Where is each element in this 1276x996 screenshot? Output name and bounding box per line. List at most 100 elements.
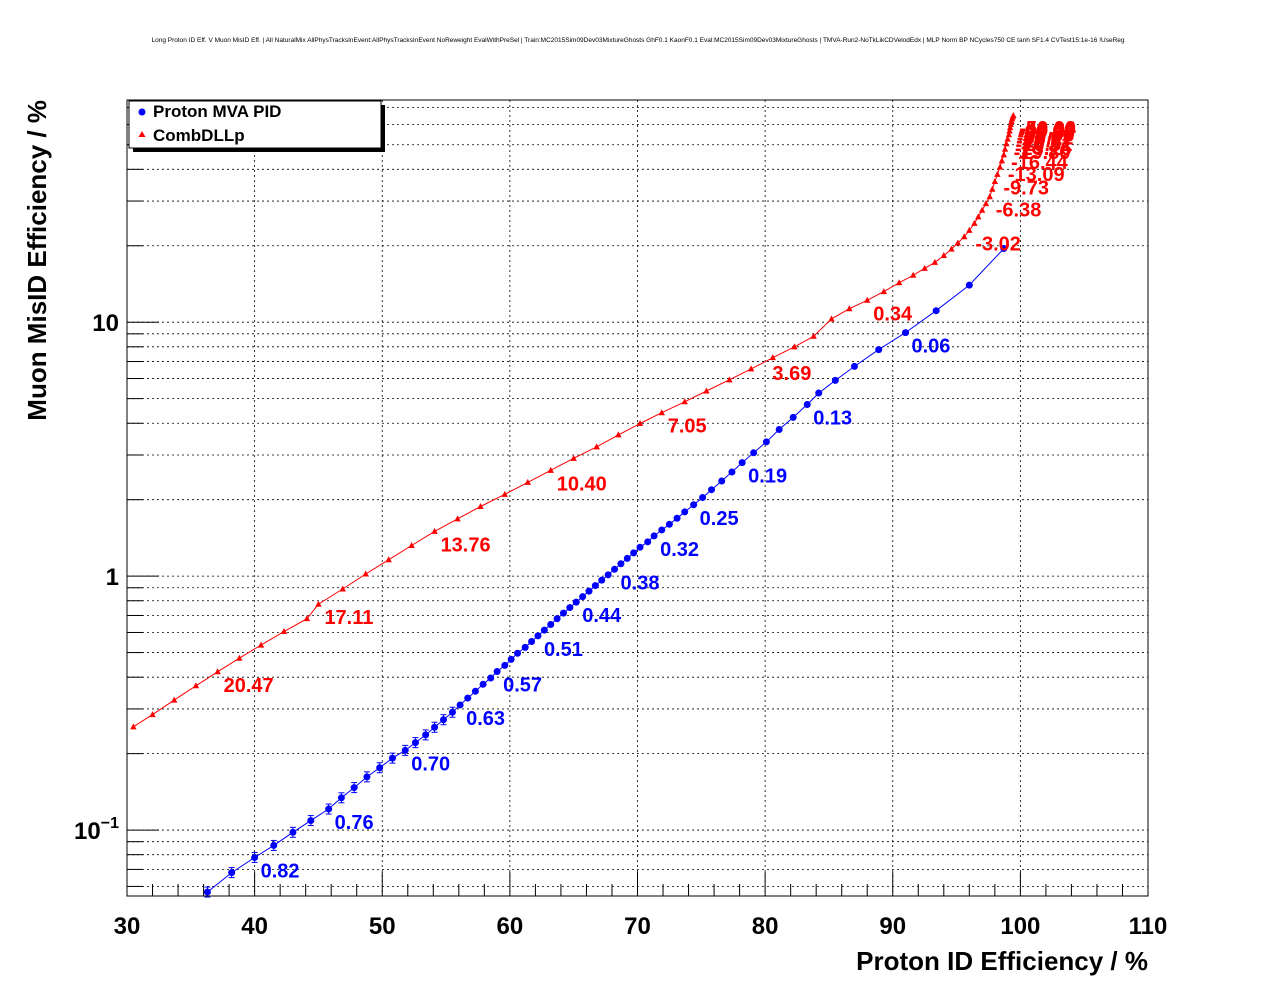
data-point-proton-mva-pid	[611, 565, 619, 573]
x-axis-title: Proton ID Efficiency / %	[856, 946, 1148, 976]
chart-title: Long Proton ID Eff. V Muon MisID Eff. | …	[151, 37, 1124, 44]
data-point-combdllp	[615, 431, 622, 438]
data-point-proton-mva-pid	[681, 508, 689, 516]
legend-marker-combdllp	[138, 131, 146, 137]
y-axis-title: Muon MisID Efficiency / %	[22, 100, 52, 421]
data-point-proton-mva-pid	[902, 329, 910, 337]
data-point-combdllp	[954, 239, 962, 246]
data-point-combdllp	[986, 193, 993, 200]
y-tick-label-base: 10	[74, 818, 101, 845]
data-point-proton-mva-pid	[448, 708, 456, 716]
data-point-proton-mva-pid	[203, 888, 211, 896]
threshold-label-proton-mva-pid: 0.44	[582, 605, 622, 627]
data-point-proton-mva-pid	[738, 459, 746, 467]
x-tick-label: 100	[1000, 913, 1040, 940]
threshold-label-combdllp: 17.11	[324, 607, 373, 629]
data-point-proton-mva-pid	[376, 764, 384, 772]
data-point-combdllp	[214, 668, 221, 675]
threshold-label-combdllp: -29.87	[1016, 131, 1073, 153]
x-tick-label: 60	[497, 913, 524, 940]
data-point-proton-mva-pid	[464, 694, 472, 702]
data-point-proton-mva-pid	[750, 449, 758, 457]
data-point-proton-mva-pid	[559, 609, 567, 617]
data-point-combdllp	[1006, 124, 1014, 131]
data-point-proton-mva-pid	[831, 376, 839, 384]
threshold-label-proton-mva-pid: 0.57	[503, 675, 542, 697]
data-point-combdllp	[921, 264, 928, 271]
series-layer	[130, 111, 1017, 898]
data-point-combdllp	[931, 258, 939, 265]
threshold-label-combdllp: -19.80	[1014, 142, 1071, 164]
threshold-label-combdllp: -33.22	[1017, 127, 1074, 149]
data-point-combdllp	[966, 226, 973, 233]
data-point-proton-mva-pid	[585, 587, 593, 595]
threshold-label-combdllp: -46.64	[1019, 118, 1077, 140]
grid	[127, 100, 1148, 896]
data-point-proton-mva-pid	[228, 869, 236, 877]
data-point-combdllp	[280, 628, 288, 635]
data-point-proton-mva-pid	[718, 477, 726, 485]
data-point-combdllp	[593, 443, 600, 450]
data-point-proton-mva-pid	[534, 632, 542, 640]
data-point-proton-mva-pid	[591, 582, 599, 590]
threshold-label-combdllp: -26.51	[1016, 134, 1073, 156]
data-point-combdllp	[1004, 135, 1011, 142]
data-point-proton-mva-pid	[803, 401, 811, 409]
data-point-combdllp	[989, 185, 996, 192]
data-point-combdllp	[547, 466, 554, 473]
data-point-proton-mva-pid	[401, 746, 409, 754]
threshold-label-proton-mva-pid: 0.82	[261, 860, 300, 882]
x-tick-label: 30	[114, 913, 141, 940]
y-tick-label: 1	[106, 564, 119, 591]
ticks	[126, 107, 1149, 896]
data-point-proton-mva-pid	[762, 438, 770, 446]
data-point-proton-mva-pid	[547, 620, 555, 628]
data-point-proton-mva-pid	[699, 494, 707, 502]
data-point-proton-mva-pid	[325, 805, 333, 813]
data-point-combdllp	[171, 696, 178, 703]
data-point-combdllp	[658, 409, 665, 416]
data-point-combdllp	[948, 245, 955, 252]
data-point-proton-mva-pid	[875, 346, 883, 354]
data-point-proton-mva-pid	[514, 649, 522, 657]
data-point-proton-mva-pid	[440, 716, 448, 724]
data-point-combdllp	[846, 305, 853, 312]
threshold-label-proton-mva-pid: 0.25	[700, 508, 739, 530]
threshold-label-combdllp: -3.02	[975, 233, 1021, 255]
y-tick-label-exponent: −1	[101, 815, 119, 832]
data-point-proton-mva-pid	[598, 576, 606, 584]
data-point-proton-mva-pid	[644, 538, 652, 546]
x-tick-label: 70	[624, 913, 651, 940]
data-point-proton-mva-pid	[630, 549, 638, 557]
data-point-combdllp	[940, 252, 947, 259]
data-point-combdllp	[810, 332, 817, 339]
data-point-proton-mva-pid	[1000, 245, 1008, 253]
data-point-combdllp	[362, 570, 369, 577]
data-point-proton-mva-pid	[528, 637, 536, 645]
data-point-combdllp	[791, 343, 798, 350]
data-point-combdllp	[257, 641, 265, 648]
data-point-proton-mva-pid	[604, 571, 612, 579]
data-point-combdllp	[828, 315, 835, 322]
data-point-proton-mva-pid	[579, 593, 587, 601]
threshold-label-proton-mva-pid: 0.19	[748, 466, 787, 488]
data-point-proton-mva-pid	[728, 468, 736, 476]
data-point-proton-mva-pid	[493, 668, 501, 676]
data-point-combdllp	[726, 376, 733, 383]
data-point-proton-mva-pid	[307, 817, 315, 825]
threshold-label-combdllp: -50.00	[1019, 118, 1076, 140]
annotation-layer: 0.82 0.76 0.70 0.63 0.570.51 0.44 0.380.320.25…	[224, 118, 1077, 883]
data-point-combdllp	[1010, 111, 1017, 118]
data-point-proton-mva-pid	[501, 661, 509, 669]
data-point-proton-mva-pid	[636, 543, 644, 551]
data-point-proton-mva-pid	[422, 731, 430, 739]
threshold-label-combdllp: 13.76	[441, 534, 491, 556]
x-tick-label: 90	[879, 913, 906, 940]
data-point-proton-mva-pid	[479, 680, 487, 688]
data-point-proton-mva-pid	[650, 532, 658, 540]
data-point-proton-mva-pid	[521, 643, 529, 651]
threshold-label-proton-mva-pid: 0.70	[411, 753, 450, 775]
data-point-combdllp	[570, 454, 577, 461]
data-point-proton-mva-pid	[690, 501, 698, 509]
y-tick-label: 10−1	[74, 815, 119, 845]
